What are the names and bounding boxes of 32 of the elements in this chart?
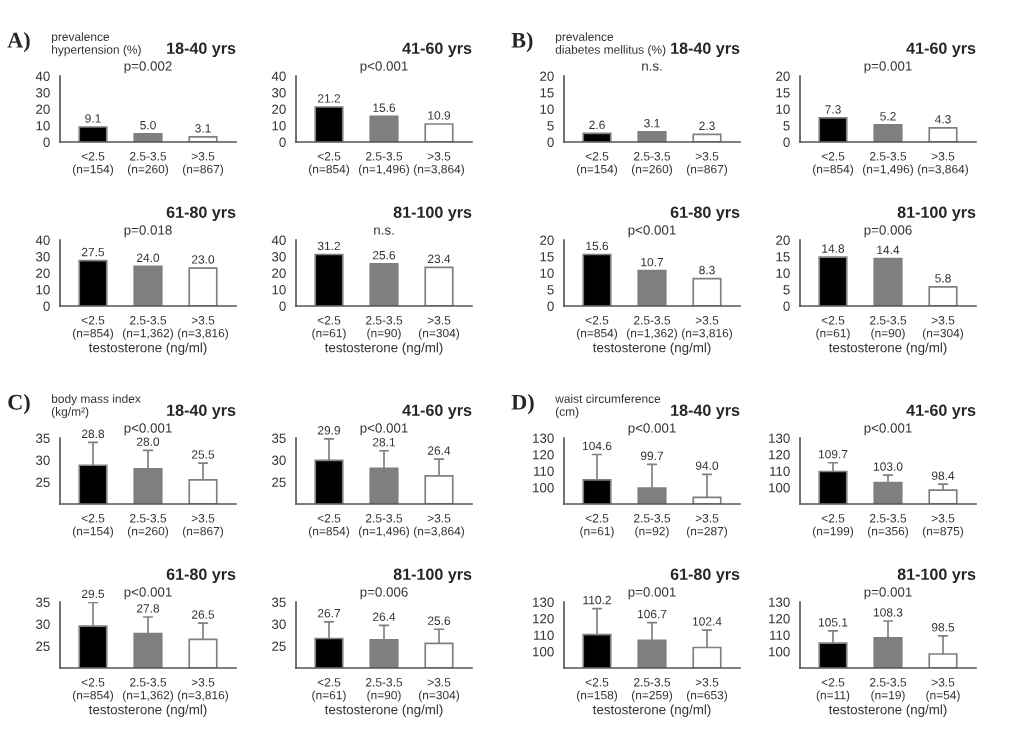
chart-title: 41-60 yrs — [906, 42, 976, 58]
chart-title: 18-40 yrs — [167, 404, 236, 420]
bar — [818, 256, 848, 306]
bar — [928, 286, 958, 306]
bar — [424, 123, 454, 142]
bar — [424, 266, 454, 306]
text: C) — [8, 394, 30, 415]
bar — [582, 253, 612, 306]
chart-title: 41-60 yrs — [402, 404, 472, 420]
chart-title: 61-80 yrs — [670, 206, 740, 222]
bar — [314, 253, 344, 306]
text: D) — [511, 394, 534, 415]
chart-title: 81-100 yrs — [897, 568, 976, 584]
bar — [637, 269, 667, 306]
bar — [873, 257, 903, 306]
bar — [314, 106, 344, 142]
chart-title: 18-40 yrs — [671, 42, 740, 58]
bar — [369, 262, 399, 306]
text: B) — [511, 32, 533, 53]
chart-title: 41-60 yrs — [402, 42, 472, 58]
chart-title: 81-100 yrs — [393, 568, 472, 584]
chart-title: 81-100 yrs — [897, 206, 976, 222]
bar — [369, 115, 399, 142]
chart-title: 18-40 yrs — [671, 404, 740, 420]
chart-title: 41-60 yrs — [906, 404, 976, 420]
chart-title: 81-100 yrs — [393, 206, 472, 222]
chart-title: 18-40 yrs — [167, 42, 236, 58]
chart-title: 61-80 yrs — [166, 206, 236, 222]
text: A) — [7, 32, 30, 53]
bar — [692, 277, 722, 306]
chart-title: 61-80 yrs — [166, 568, 236, 584]
chart-title: 61-80 yrs — [670, 568, 740, 584]
